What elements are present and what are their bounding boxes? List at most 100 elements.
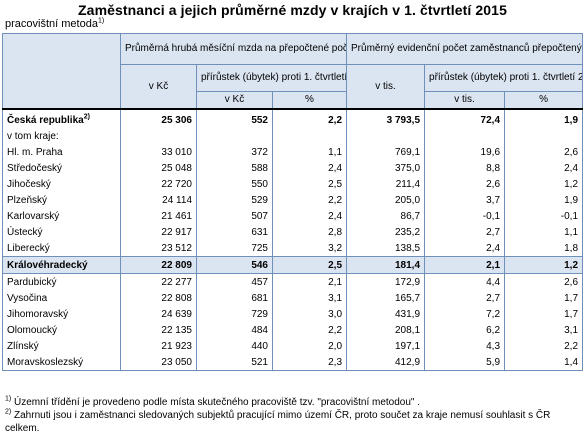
cell-emp: 197,1 (346, 338, 426, 354)
cell-wage-pct: 2,4 (271, 208, 348, 224)
header-row-2: v Kč přírůstek (úbytek) proti 1. čtvrtle… (3, 64, 584, 110)
row-label-text: Jihomoravský (7, 308, 69, 320)
table-row: Jihomoravský 24 639 729 3,0 431,9 7,2 1,7 (2, 306, 584, 322)
cell-wage-pct: 2,2 (271, 322, 348, 338)
cell-wage-pct: 2,4 (271, 160, 348, 176)
cell-wage: 21 461 (120, 208, 197, 224)
cell-emp-pct: 1,9 (504, 108, 584, 128)
footnotes: 1) Územní třídění je provedeno podle mís… (5, 396, 580, 435)
cell-emp-pct: 2,6 (504, 144, 584, 160)
cell-wage-diff: 631 (196, 224, 273, 240)
cell-wage-pct: 3,0 (271, 306, 348, 322)
table-row: Jihočeský 22 720 550 2,5 211,4 2,6 1,2 (2, 176, 584, 192)
cell-emp-diff: 2,6 (424, 176, 506, 192)
cell-wage-diff: 372 (196, 144, 273, 160)
footnote-2-mark: 2) (5, 408, 12, 416)
cell-emp: 205,0 (346, 192, 426, 208)
method-footnote-mark: 1) (97, 17, 105, 25)
cell-emp-pct: 1,7 (504, 290, 584, 306)
cell-wage-pct: 2,1 (271, 273, 348, 290)
cell-wage-diff: 546 (196, 256, 273, 274)
cell-wage-pct: 3,2 (271, 240, 348, 257)
cell-emp-diff: 2,7 (424, 290, 506, 306)
cell-wage: 23 512 (120, 240, 197, 257)
cell-emp: 138,5 (346, 240, 426, 257)
table-row: Zlínský 21 923 440 2,0 197,1 4,3 2,2 (2, 338, 584, 354)
table-row: Pardubický 22 277 457 2,1 172,9 4,4 2,6 (2, 273, 584, 290)
row-label: Hl. m. Praha (2, 144, 121, 160)
row-label: Olomoucký (2, 322, 121, 338)
cell-emp-pct: 1,2 (504, 256, 584, 274)
cell-emp: 3 793,5 (346, 108, 426, 128)
header-wage-change: přírůstek (úbytek) proti 1. čtvrtletí 20… (195, 64, 348, 92)
cell-wage-pct: 2,5 (271, 256, 348, 274)
wages-table: Průměrná hrubá měsíční mzda na přepočten… (2, 33, 584, 371)
row-label-text: v tom kraje: (7, 130, 59, 142)
cell-emp (346, 128, 426, 144)
footnote-2-text: Zahrnuti jsou i zaměstnanci sledovaných … (5, 410, 551, 434)
cell-emp-diff: 4,4 (424, 273, 506, 290)
row-label-text: Liberecký (7, 242, 50, 254)
cell-emp-diff: 72,4 (424, 108, 506, 128)
cell-wage: 22 277 (120, 273, 197, 290)
cell-emp: 165,7 (346, 290, 426, 306)
table-row: Ústecký 22 917 631 2,8 235,2 2,7 1,1 (2, 224, 584, 240)
cell-emp-diff: 2,4 (424, 240, 506, 257)
cell-wage-diff: 529 (196, 192, 273, 208)
table-row: Středočeský 25 048 588 2,4 375,0 8,8 2,4 (2, 160, 584, 176)
cell-wage: 22 809 (120, 256, 197, 274)
cell-emp-diff: 5,9 (424, 354, 506, 371)
table-row: Vysočina 22 808 681 3,1 165,7 2,7 1,7 (2, 290, 584, 306)
cell-wage-diff: 729 (196, 306, 273, 322)
footnote-1: 1) Územní třídění je provedeno podle mís… (5, 396, 580, 409)
header-row-3: v Kč % v tis. % (3, 91, 584, 110)
row-label: Česká republika2) (2, 108, 121, 128)
cell-wage: 25 048 (120, 160, 197, 176)
cell-emp: 211,4 (346, 176, 426, 192)
table-row: Karlovarský 21 461 507 2,4 86,7 -0,1 -0,1 (2, 208, 584, 224)
cell-wage: 22 720 (120, 176, 197, 192)
cell-wage: 21 923 (120, 338, 197, 354)
cell-emp: 86,7 (346, 208, 426, 224)
cell-wage-diff: 588 (196, 160, 273, 176)
cell-emp-pct: -0,1 (504, 208, 584, 224)
row-label-text: Pardubický (7, 276, 57, 288)
table-row: v tom kraje: (2, 128, 584, 144)
cell-emp-diff: 8,8 (424, 160, 506, 176)
row-label-text: Vysočina (7, 292, 48, 304)
cell-wage-pct: 2,0 (271, 338, 348, 354)
cell-emp-pct (504, 128, 584, 144)
row-label: Královéhradecký (2, 256, 121, 274)
header-row-1: Průměrná hrubá měsíční mzda na přepočten… (2, 33, 584, 110)
row-label-text: Plzeňský (7, 194, 48, 206)
cell-emp-diff: 7,2 (424, 306, 506, 322)
row-label-text: Moravskoslezský (7, 356, 84, 368)
cell-emp-diff: 19,6 (424, 144, 506, 160)
cell-wage-diff: 521 (196, 354, 273, 371)
row-label-text: Jihočeský (7, 178, 51, 190)
cell-wage: 24 639 (120, 306, 197, 322)
footnote-2: 2) Zahrnuti jsou i zaměstnanci sledovaný… (5, 409, 580, 435)
row-label: Jihomoravský (2, 306, 121, 322)
table-row: Moravskoslezský 23 050 521 2,3 412,9 5,9 1,4 (2, 354, 584, 371)
cell-emp-pct: 2,6 (504, 273, 584, 290)
cell-emp: 431,9 (346, 306, 426, 322)
row-label: Středočeský (2, 160, 121, 176)
cell-emp-diff: 3,7 (424, 192, 506, 208)
table-row: Česká republika2) 25 306 552 2,2 3 793,5 72,4… (2, 108, 584, 128)
cell-wage-pct: 3,1 (271, 290, 348, 306)
cell-emp-pct: 3,1 (504, 322, 584, 338)
header-wage-diff-czk: v Kč (196, 91, 273, 110)
cell-emp-diff: -0,1 (424, 208, 506, 224)
row-label: Moravskoslezský (2, 354, 121, 371)
cell-wage (120, 128, 197, 144)
row-label-text: Česká republika (7, 114, 84, 126)
cell-emp: 172,9 (346, 273, 426, 290)
header-emp-diff-pct: % (504, 91, 584, 110)
row-label: Pardubický (2, 273, 121, 290)
row-label-text: Hl. m. Praha (7, 146, 63, 158)
cell-emp-diff: 4,3 (424, 338, 506, 354)
header-stub (2, 33, 121, 110)
row-label-text: Středočeský (7, 162, 63, 174)
cell-wage-pct (271, 128, 348, 144)
